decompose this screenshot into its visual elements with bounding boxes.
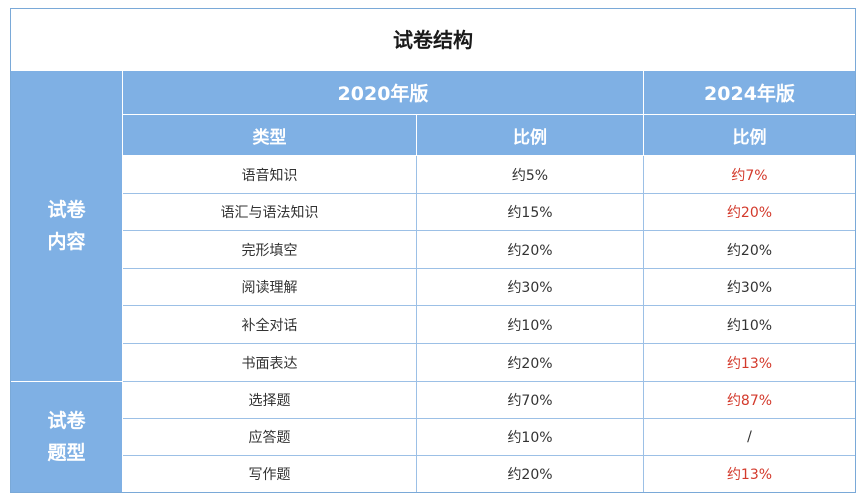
row-ratio-2024: 约7%: [644, 156, 855, 194]
group-content-line1: 试卷: [47, 199, 86, 221]
group-content-label: 试卷 内容: [11, 71, 123, 382]
row-type: 补全对话: [123, 306, 417, 344]
row-ratio-2020: 约10%: [417, 419, 644, 456]
row-type: 写作题: [123, 456, 417, 492]
row-type: 书面表达: [123, 344, 417, 382]
group-question-type-line1: 试卷: [47, 410, 86, 432]
row-ratio-2024: 约13%: [644, 344, 855, 382]
row-ratio-2020: 约20%: [417, 344, 644, 382]
group-content-line2: 内容: [47, 231, 86, 253]
row-ratio-2024: 约20%: [644, 231, 855, 269]
row-ratio-2024: /: [644, 419, 855, 456]
row-ratio-2024: 约87%: [644, 382, 855, 419]
row-type: 阅读理解: [123, 269, 417, 306]
group-question-type-line2: 题型: [47, 442, 86, 464]
row-type: 应答题: [123, 419, 417, 456]
row-type: 完形填空: [123, 231, 417, 269]
table-title: 试卷结构: [11, 9, 855, 72]
row-type: 选择题: [123, 382, 417, 419]
row-type: 语音知识: [123, 156, 417, 194]
row-ratio-2024: 约10%: [644, 306, 855, 344]
row-ratio-2024: 约30%: [644, 269, 855, 306]
row-ratio-2024: 约13%: [644, 456, 855, 492]
row-ratio-2024: 约20%: [644, 194, 855, 231]
row-ratio-2020: 约30%: [417, 269, 644, 306]
header-ratio-2020: 比例: [417, 115, 644, 156]
row-type: 语汇与语法知识: [123, 194, 417, 231]
row-ratio-2020: 约5%: [417, 156, 644, 194]
row-ratio-2020: 约15%: [417, 194, 644, 231]
header-type: 类型: [123, 115, 417, 156]
row-ratio-2020: 约10%: [417, 306, 644, 344]
row-ratio-2020: 约20%: [417, 456, 644, 492]
row-ratio-2020: 约70%: [417, 382, 644, 419]
group-question-type-label: 试卷 题型: [11, 382, 123, 492]
exam-structure-table: 试卷结构 2020年版 2024年版 类型 比例 比例 试卷 内容 试卷 题型 …: [10, 8, 856, 493]
row-ratio-2020: 约20%: [417, 231, 644, 269]
header-ratio-2024: 比例: [644, 115, 855, 156]
header-2024: 2024年版: [644, 71, 855, 115]
header-2020: 2020年版: [123, 71, 644, 115]
